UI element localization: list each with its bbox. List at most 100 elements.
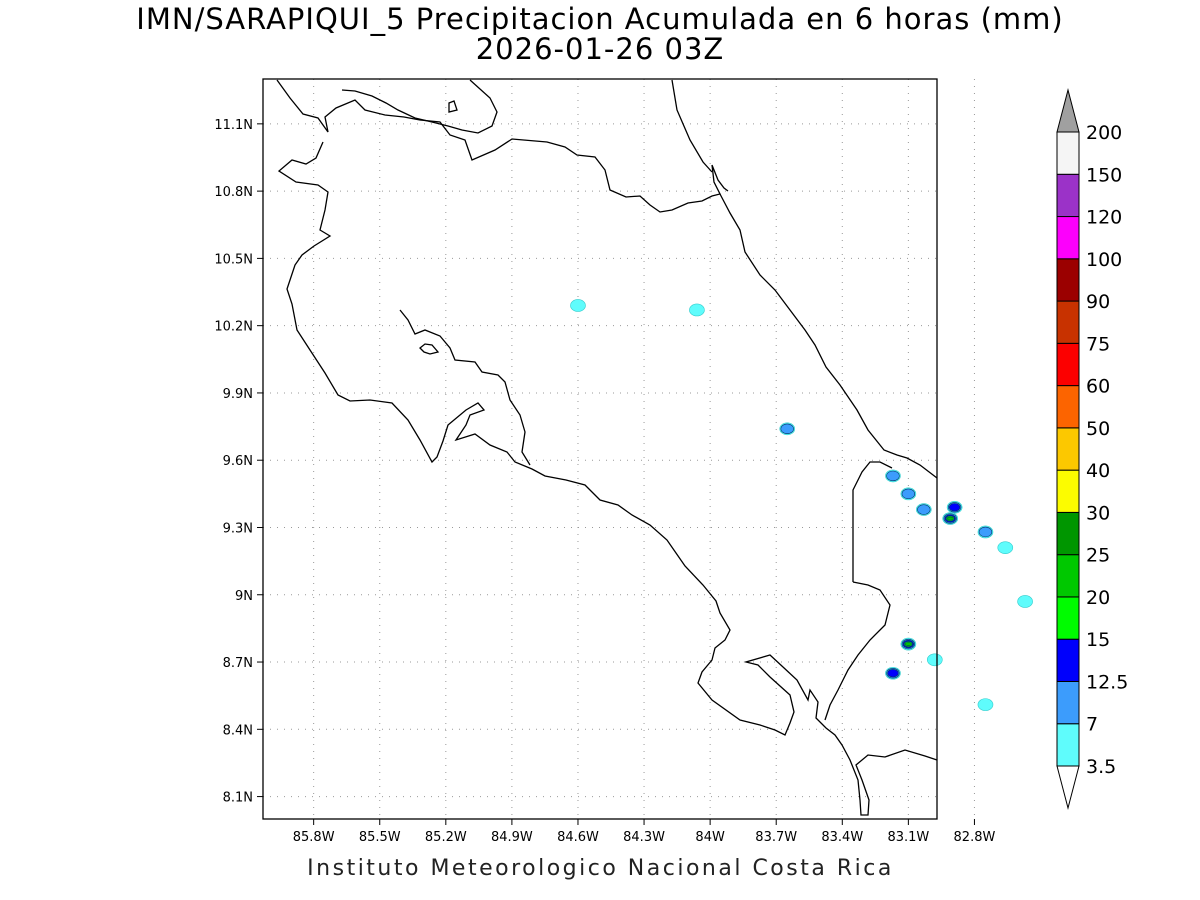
colorbar-segment: [1056, 300, 1080, 344]
precip-contour: [917, 504, 931, 515]
lon-tick-label: 84.9W: [491, 830, 533, 845]
lon-tick-label: 84.6W: [557, 830, 599, 845]
colorbar: 3.5 7 12.5 15 20 25 30 40 50 60 75 90 100 120 150 200: [1056, 88, 1128, 810]
precip-contour: [946, 516, 954, 521]
precip-cell: [997, 541, 1014, 554]
colorbar-segment: [1056, 385, 1080, 429]
colorbar-segment: [1056, 427, 1080, 471]
map-border: [262, 78, 938, 820]
colorbar-label: 150: [1086, 164, 1122, 186]
lon-tick-label: 82.8W: [954, 830, 996, 845]
lat-tick-label: 10.2N: [214, 320, 253, 335]
lat-tick-label: 9.3N: [223, 521, 253, 536]
colorbar-segment: [1056, 131, 1080, 175]
colorbar-label: 100: [1086, 249, 1122, 271]
lon-tick-label: 83.4W: [821, 830, 863, 845]
colorbar-arrow-high: [1056, 88, 1080, 133]
lat-tick-label: 9.9N: [223, 387, 253, 402]
precip-cell: [779, 422, 796, 436]
colorbar-segment: [1056, 258, 1080, 302]
lon-tick-label: 85.2W: [425, 830, 467, 845]
colorbar-segment: [1056, 638, 1080, 682]
colorbar-segment: [1056, 596, 1080, 640]
panama-pacific-coast: [824, 581, 891, 721]
colorbar-segment: [1056, 173, 1080, 218]
colorbar-segment: [1056, 511, 1080, 556]
lat-tick-label: 8.1N: [223, 791, 253, 806]
map-frame: [262, 78, 938, 820]
coastline: [276, 79, 938, 816]
colorbar-segment: [1056, 216, 1080, 260]
precip-cell: [885, 469, 901, 483]
colorbar-arrow-low: [1056, 765, 1080, 810]
precip-cell: [570, 299, 586, 312]
precip-cell: [977, 698, 994, 711]
colorbar-label: 75: [1086, 333, 1110, 355]
institution-credit: Instituto Meteorologico Nacional Costa R…: [307, 856, 894, 881]
colorbar-label: 3.5: [1086, 756, 1116, 778]
colorbar-segment: [1056, 342, 1080, 387]
colorbar-label: 30: [1086, 502, 1110, 524]
lon-tick-label: 85.8W: [293, 830, 335, 845]
colorbar-label: 90: [1086, 291, 1110, 313]
colorbar-segment: [1056, 554, 1080, 598]
precip-contour: [904, 642, 912, 646]
lon-tick-label: 83.1W: [887, 830, 929, 845]
map-datetime: 2026-01-26 03Z: [475, 32, 725, 66]
colorbar-label: 25: [1086, 545, 1110, 567]
precip-cell: [942, 512, 959, 525]
colorbar-label: 20: [1086, 587, 1110, 609]
nicaragua-coast-east: [671, 79, 713, 173]
colorbar-label: 120: [1086, 207, 1122, 229]
precip-cell: [689, 303, 705, 317]
precip-contour: [926, 653, 943, 667]
colorbar-segment: [1056, 680, 1080, 725]
precipitation-cells: [570, 299, 1033, 711]
axis-ticks: 85.8W 85.5W 85.2W 84.9W 84.6W 84.3W 84W 83.7W 83…: [214, 118, 995, 845]
precip-cell: [946, 501, 963, 514]
nicoya-inner-coast: [399, 309, 531, 466]
precip-contour: [886, 470, 900, 482]
lat-tick-label: 9.6N: [223, 454, 253, 469]
colorbar-segment: [1056, 469, 1080, 513]
precip-cell: [1017, 595, 1033, 608]
panama-border: [852, 461, 893, 582]
colorbar-label: 40: [1086, 460, 1110, 482]
colorbar-label: 50: [1086, 418, 1110, 440]
precip-contour: [949, 503, 961, 512]
lon-tick-label: 85.5W: [359, 830, 401, 845]
precip-contour: [997, 541, 1014, 554]
lake-island: [448, 100, 458, 113]
nicoya-island: [419, 343, 440, 355]
colorbar-label: 7: [1086, 714, 1098, 736]
lat-tick-label: 8.7N: [223, 656, 253, 671]
precip-cell: [926, 653, 943, 667]
precip-contour: [780, 423, 794, 435]
precip-contour: [887, 669, 899, 678]
costa-rica-caribbean-coast: [719, 193, 938, 479]
precip-cell: [977, 525, 994, 539]
precip-contour: [570, 299, 586, 312]
lon-tick-label: 84W: [695, 830, 725, 845]
colorbar-label: 12.5: [1086, 671, 1128, 693]
colorbar-label: 60: [1086, 376, 1110, 398]
precip-cell: [885, 666, 901, 680]
precip-cell: [900, 637, 917, 651]
precip-contour: [977, 698, 994, 711]
nicaragua-coast-north: [276, 79, 729, 213]
precip-cell: [915, 503, 932, 516]
precip-contour: [901, 488, 916, 500]
precip-cell: [900, 487, 917, 501]
map-title: IMN/SARAPIQUI_5 Precipitacion Acumulada …: [136, 2, 1064, 36]
colorbar-segment: [1056, 723, 1080, 767]
lat-tick-label: 11.1N: [214, 118, 253, 133]
precip-contour: [1017, 595, 1033, 608]
nicaragua-coast-caribbean: [341, 79, 498, 134]
lat-tick-label: 8.4N: [223, 723, 253, 738]
precip-contour: [689, 303, 705, 317]
lon-tick-label: 83.7W: [755, 830, 797, 845]
costa-rica-pacific-coast: [277, 141, 938, 816]
colorbar-label: 200: [1086, 122, 1122, 144]
lat-tick-label: 10.5N: [214, 252, 253, 267]
